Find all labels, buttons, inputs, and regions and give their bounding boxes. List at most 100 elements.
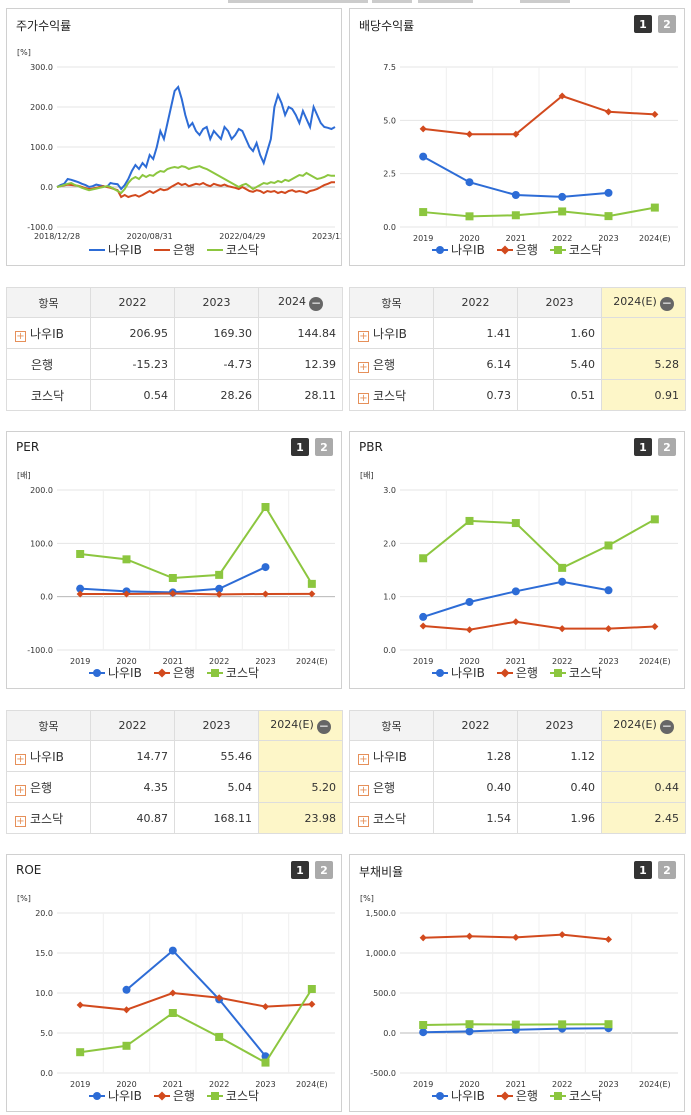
- page-2-button[interactable]: 2: [315, 861, 333, 879]
- x-tick-label: 2023: [255, 1080, 275, 1089]
- page-1-button[interactable]: 1: [634, 861, 652, 879]
- per-chart: [배] 200.0 100.0 0.0 -100.0 2019 2020 2021 2022 20…: [17, 471, 335, 666]
- table-row: + 나우IB 206.95 169.30 144.84: [6, 317, 343, 349]
- y-tick-label: 20.0: [35, 909, 53, 918]
- legend-item-bank[interactable]: 은행: [496, 664, 538, 681]
- data-point-bank: [604, 935, 613, 943]
- data-point-kosdaq: [511, 211, 520, 220]
- page-2-button[interactable]: 2: [658, 15, 676, 33]
- data-point-kosdaq: [76, 1048, 85, 1057]
- table-row: 코스닥 0.54 28.26 28.11: [6, 379, 343, 411]
- legend-item-kosdaq[interactable]: 코스닥: [549, 664, 602, 681]
- data-point-naui: [419, 1028, 428, 1037]
- collapse-icon[interactable]: −: [316, 718, 331, 734]
- table-cell: 1.41: [433, 317, 518, 349]
- table-cell: 1.54: [433, 802, 518, 834]
- row-label: + 코스닥: [349, 802, 434, 834]
- data-point-naui: [168, 946, 177, 955]
- legend-item-naui[interactable]: 나우IB: [88, 1087, 142, 1104]
- page-1-button[interactable]: 1: [291, 438, 309, 456]
- y-tick-label: 0.0: [383, 1029, 396, 1038]
- legend-item-kosdaq[interactable]: 코스닥: [206, 241, 259, 258]
- series-line-kosdaq: [56, 165, 335, 195]
- legend-item-naui[interactable]: 나우IB: [431, 1087, 485, 1104]
- table-cell: 5.40: [517, 348, 602, 380]
- data-point-naui: [465, 1027, 474, 1036]
- legend-item-kosdaq[interactable]: 코스닥: [549, 241, 602, 258]
- expand-icon[interactable]: +: [358, 815, 369, 827]
- y-tick-label: 10.0: [35, 989, 53, 998]
- row-label: + 은행: [349, 348, 434, 380]
- page-1-button[interactable]: 1: [634, 438, 652, 456]
- data-point-naui: [558, 192, 567, 201]
- x-tick-label: 2022: [209, 1080, 229, 1089]
- legend-item-bank[interactable]: 은행: [153, 241, 195, 258]
- expand-icon[interactable]: +: [15, 330, 26, 342]
- data-point-kosdaq: [215, 1033, 224, 1041]
- y-tick-label: 300.0: [30, 63, 53, 72]
- panel-title: PER: [16, 440, 40, 454]
- expand-icon[interactable]: +: [358, 753, 369, 765]
- x-tick-label: 2020: [459, 234, 479, 243]
- legend-item-kosdaq[interactable]: 코스닥: [549, 1087, 602, 1104]
- expand-icon[interactable]: +: [358, 330, 369, 342]
- table-header-year: 2023: [517, 287, 602, 318]
- expand-icon[interactable]: +: [15, 753, 26, 765]
- series-line-naui: [56, 84, 336, 191]
- legend-item-bank[interactable]: 은행: [153, 1087, 195, 1104]
- table-cell: 12.39: [258, 348, 343, 380]
- expand-icon[interactable]: +: [15, 815, 26, 827]
- expand-icon[interactable]: +: [358, 392, 369, 404]
- expand-icon[interactable]: +: [15, 784, 26, 796]
- page-1-button[interactable]: 1: [634, 15, 652, 33]
- row-label: + 나우IB: [6, 317, 91, 349]
- legend-item-kosdaq[interactable]: 코스닥: [206, 1087, 259, 1104]
- series-line-kosdaq: [80, 988, 313, 1064]
- chart-legend: 나우IB 은행 코스닥: [7, 1087, 341, 1104]
- legend-item-naui[interactable]: 나우IB: [88, 241, 142, 258]
- x-tick-label: 2024(E): [296, 1080, 328, 1089]
- y-tick-label: 0.0: [40, 593, 53, 602]
- x-tick-label: 2019: [413, 1080, 433, 1089]
- panel-title: 배당수익률: [359, 19, 415, 33]
- y-tick-label: 15.0: [35, 949, 53, 958]
- page-2-button[interactable]: 2: [658, 438, 676, 456]
- legend-item-bank[interactable]: 은행: [496, 241, 538, 258]
- table-header-item: 항목: [6, 710, 91, 741]
- stock-return-panel: 주가수익률 [%] 300.0 200.0 100.0 0.0 -100.0 2018/12…: [6, 8, 342, 266]
- collapse-icon[interactable]: −: [659, 718, 674, 734]
- x-tick-label: 2020: [116, 1080, 136, 1089]
- legend-item-naui[interactable]: 나우IB: [431, 664, 485, 681]
- table-header-year: 2024−: [258, 287, 343, 318]
- page-1-button[interactable]: 1: [291, 861, 309, 879]
- x-tick-label: 2022: [209, 657, 229, 666]
- page-2-button[interactable]: 2: [658, 861, 676, 879]
- data-point-bank: [122, 1006, 131, 1014]
- data-point-kosdaq: [558, 1020, 567, 1029]
- table-header-year: 2023: [517, 710, 602, 741]
- expand-icon[interactable]: +: [358, 784, 369, 796]
- table-cell: 206.95: [90, 317, 175, 349]
- legend-item-naui[interactable]: 나우IB: [88, 664, 142, 681]
- row-label: + 나우IB: [349, 740, 434, 772]
- series-line-kosdaq: [422, 518, 656, 570]
- data-point-kosdaq: [215, 570, 224, 579]
- expand-icon[interactable]: +: [358, 361, 369, 373]
- page-2-button[interactable]: 2: [315, 438, 333, 456]
- table-header-year: 2023: [174, 710, 259, 741]
- chart-legend: 나우IB 은행 코스닥: [350, 1087, 684, 1104]
- table-cell: 0.44: [601, 771, 686, 803]
- chart-legend: 나우IB 은행 코스닥: [7, 241, 341, 258]
- legend-item-bank[interactable]: 은행: [496, 1087, 538, 1104]
- roe-panel: ROE 1 2 [%] 20.0 15.0 10.0 5.0 0.0 2019 2020 202…: [6, 854, 342, 1112]
- legend-item-bank[interactable]: 은행: [153, 664, 195, 681]
- legend-item-kosdaq[interactable]: 코스닥: [206, 664, 259, 681]
- pbr-panel: PBR 1 2 [배] 3.0 2.0 1.0 0.0 2019 2020 2021 2022 2…: [349, 431, 685, 689]
- legend-item-naui[interactable]: 나우IB: [431, 241, 485, 258]
- y-tick-label: 5.0: [40, 1029, 53, 1038]
- collapse-icon[interactable]: −: [659, 295, 674, 311]
- top-tab-remnant: [520, 0, 570, 3]
- collapse-icon[interactable]: −: [309, 295, 323, 311]
- x-tick-label: 2023: [598, 1080, 618, 1089]
